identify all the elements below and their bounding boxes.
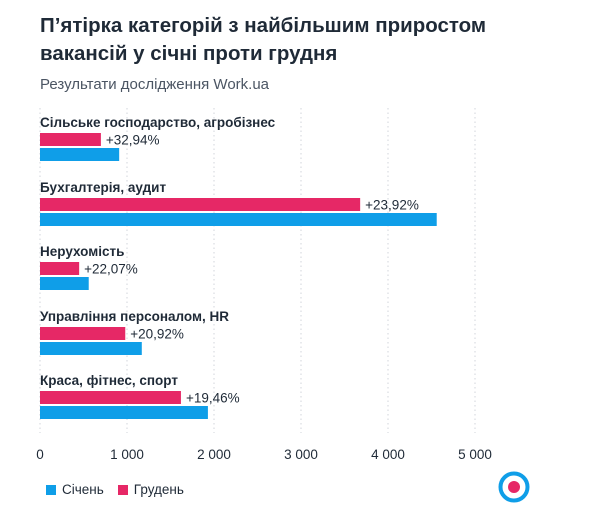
x-tick-label: 1 000 xyxy=(110,447,144,462)
work-ua-logo-icon xyxy=(498,471,530,503)
category-label: Сільське господарство, агробізнес xyxy=(40,115,276,130)
data-label: +32,94% xyxy=(106,133,160,148)
legend-label-january: Січень xyxy=(62,482,104,497)
data-label: +23,92% xyxy=(365,198,419,213)
bar-december xyxy=(40,198,361,211)
bar-december xyxy=(40,262,80,275)
legend-swatch-december xyxy=(117,484,128,495)
bar-december xyxy=(40,327,126,340)
category-label: Бухгалтерія, аудит xyxy=(40,180,166,195)
legend-item-january: Січень xyxy=(46,482,104,497)
legend: Січень Грудень xyxy=(46,482,198,497)
bar-january xyxy=(40,406,208,419)
bar-chart: 0 1 000 2 000 3 000 4 000 5 000 Сільське госпо… xyxy=(36,108,492,462)
category-label: Краса, фітнес, спорт xyxy=(40,373,178,388)
bar-january xyxy=(40,148,120,161)
x-tick-label: 5 000 xyxy=(458,447,492,462)
category-label: Управління персоналом, HR xyxy=(40,309,229,324)
data-label: +20,92% xyxy=(130,327,184,342)
bar-january xyxy=(40,277,89,290)
bar-december xyxy=(40,391,181,404)
bar-january xyxy=(40,342,142,355)
category-label: Нерухомість xyxy=(40,244,124,259)
legend-swatch-january xyxy=(46,484,56,495)
chart-title: П’ятірка категорій з найбільшим приросто… xyxy=(40,14,487,65)
chart-subtitle: Результати дослідження Work.ua xyxy=(40,76,270,93)
x-tick-label: 2 000 xyxy=(197,447,231,462)
legend-label-december: Грудень xyxy=(133,482,184,497)
data-label: +19,46% xyxy=(186,391,240,406)
bar-december xyxy=(40,133,101,146)
x-tick-label: 0 xyxy=(36,447,44,462)
legend-item-december: Грудень xyxy=(117,482,184,497)
x-tick-label: 3 000 xyxy=(284,447,318,462)
bar-january xyxy=(40,213,437,226)
x-tick-label: 4 000 xyxy=(371,447,405,462)
data-label: +22,07% xyxy=(84,262,138,277)
